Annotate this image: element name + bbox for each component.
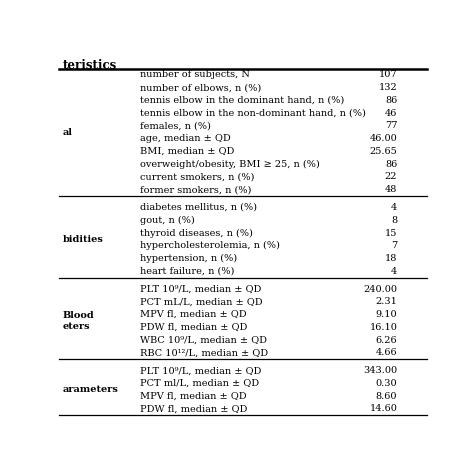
Text: former smokers, n (%): former smokers, n (%) [140,185,251,194]
Text: gout, n (%): gout, n (%) [140,216,195,225]
Text: al: al [63,128,73,137]
Text: 46: 46 [385,109,397,118]
Text: hypercholesterolemia, n (%): hypercholesterolemia, n (%) [140,241,280,250]
Text: MPV fl, median ± QD: MPV fl, median ± QD [140,310,246,319]
Text: 240.00: 240.00 [363,284,397,293]
Text: PDW fl, median ± QD: PDW fl, median ± QD [140,323,247,332]
Text: overweight/obesity, BMI ≥ 25, n (%): overweight/obesity, BMI ≥ 25, n (%) [140,160,320,169]
Text: 46.00: 46.00 [369,134,397,143]
Text: 8: 8 [391,216,397,225]
Text: teristics: teristics [63,59,117,72]
Text: 25.65: 25.65 [369,147,397,156]
Text: 132: 132 [378,83,397,92]
Text: 18: 18 [385,254,397,263]
Text: arameters: arameters [63,385,119,394]
Text: number of subjects, N: number of subjects, N [140,71,250,80]
Text: Blood
eters: Blood eters [63,311,95,331]
Text: tennis elbow in the non-dominant hand, n (%): tennis elbow in the non-dominant hand, n… [140,109,366,118]
Text: 9.10: 9.10 [375,310,397,319]
Text: 343.00: 343.00 [363,366,397,375]
Text: tennis elbow in the dominant hand, n (%): tennis elbow in the dominant hand, n (%) [140,96,344,105]
Text: 7: 7 [391,241,397,250]
Text: current smokers, n (%): current smokers, n (%) [140,173,255,182]
Text: WBC 10⁹/L, median ± QD: WBC 10⁹/L, median ± QD [140,336,267,345]
Text: RBC 10¹²/L, median ± QD: RBC 10¹²/L, median ± QD [140,348,268,357]
Text: 77: 77 [385,121,397,130]
Text: 0.30: 0.30 [375,379,397,388]
Text: bidities: bidities [63,235,104,244]
Text: 2.31: 2.31 [375,297,397,306]
Text: diabetes mellitus, n (%): diabetes mellitus, n (%) [140,203,257,212]
Text: 6.26: 6.26 [375,336,397,345]
Text: BMI, median ± QD: BMI, median ± QD [140,147,235,156]
Text: thyroid diseases, n (%): thyroid diseases, n (%) [140,228,253,237]
Text: 86: 86 [385,160,397,169]
Text: PDW fl, median ± QD: PDW fl, median ± QD [140,404,247,413]
Text: PLT 10⁹/L, median ± QD: PLT 10⁹/L, median ± QD [140,366,262,375]
Text: 4: 4 [391,267,397,276]
Text: PCT ml/L, median ± QD: PCT ml/L, median ± QD [140,379,259,388]
Text: 107: 107 [379,71,397,80]
Text: 8.60: 8.60 [376,392,397,401]
Text: 4.66: 4.66 [375,348,397,357]
Text: females, n (%): females, n (%) [140,121,211,130]
Text: MPV fl, median ± QD: MPV fl, median ± QD [140,392,246,401]
Text: number of elbows, n (%): number of elbows, n (%) [140,83,261,92]
Text: 22: 22 [385,173,397,182]
Text: PLT 10⁹/L, median ± QD: PLT 10⁹/L, median ± QD [140,284,262,293]
Text: 48: 48 [385,185,397,194]
Text: age, median ± QD: age, median ± QD [140,134,231,143]
Text: 86: 86 [385,96,397,105]
Text: heart failure, n (%): heart failure, n (%) [140,267,235,276]
Text: PCT mL/L, median ± QD: PCT mL/L, median ± QD [140,297,263,306]
Text: 15: 15 [385,228,397,237]
Text: 14.60: 14.60 [369,404,397,413]
Text: hypertension, n (%): hypertension, n (%) [140,254,237,263]
Text: 16.10: 16.10 [369,323,397,332]
Text: 4: 4 [391,203,397,212]
